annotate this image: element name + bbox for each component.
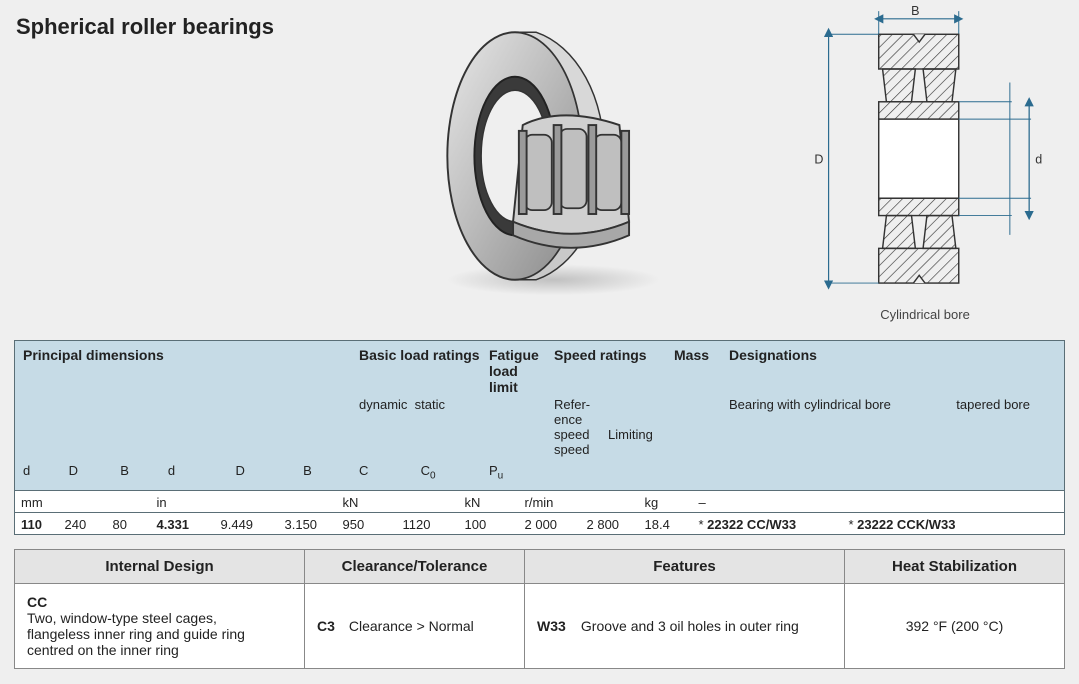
val-B-mm: 80 [107, 512, 151, 534]
col-d-mm: d [23, 463, 65, 478]
val-d-mm: 110 [15, 512, 59, 534]
val-mass: 18.4 [639, 512, 693, 534]
info-header-internal: Internal Design [15, 549, 305, 583]
col-D-in: D [236, 463, 300, 478]
unit-kN2: kN [459, 490, 519, 512]
schematic-dim-B: B [911, 4, 919, 18]
schematic-dim-d: d [1035, 153, 1042, 167]
val-desig-cyl: * 22322 CC/W33 [693, 512, 843, 534]
col-Pu: Pu [489, 463, 503, 478]
bearing-illustration [399, 6, 689, 306]
unit-dash: – [693, 490, 843, 512]
unit-rmin: r/min [519, 490, 581, 512]
info-cell-features: W33 Groove and 3 oil holes in outer ring [525, 583, 845, 668]
unit-in: in [151, 490, 215, 512]
info-cell-clearance: C3 Clearance > Normal [305, 583, 525, 668]
col-group-designations: Designations [729, 347, 817, 363]
val-D-in: 9.449 [215, 512, 279, 534]
schematic-caption: Cylindrical bore [785, 307, 1065, 322]
page: Spherical roller bearings [0, 0, 1079, 684]
unit-mm: mm [15, 490, 59, 512]
info-cell-heat: 392 °F (200 °C) [845, 583, 1065, 668]
col-d-in: d [168, 463, 232, 478]
dimensions-table: Principal dimensions Basic load ratings … [14, 340, 1065, 535]
val-Pu: 100 [459, 512, 519, 534]
val-ref-speed: 2 000 [519, 512, 581, 534]
col-group-basic-load: Basic load ratings [359, 347, 480, 363]
col-group-mass: Mass [674, 347, 709, 363]
info-table: Internal Design Clearance/Tolerance Feat… [14, 549, 1065, 669]
info-header-clearance: Clearance/Tolerance [305, 549, 525, 583]
col-C: C [359, 463, 417, 478]
val-C0: 1120 [397, 512, 459, 534]
col-group-fatigue: Fatigue load limit [489, 347, 539, 395]
info-cell-internal: CC Two, window-type steel cages, flangel… [15, 583, 305, 668]
val-D-mm: 240 [59, 512, 107, 534]
col-B-mm: B [120, 463, 164, 478]
val-B-in: 3.150 [279, 512, 337, 534]
unit-kN1: kN [337, 490, 397, 512]
val-lim-speed: 2 800 [581, 512, 639, 534]
unit-kg: kg [639, 490, 693, 512]
bearing-schematic: B D d [785, 0, 1065, 330]
col-group-speed: Speed ratings [554, 347, 647, 363]
schematic-dim-D: D [814, 153, 823, 167]
col-C0: C0 [421, 463, 436, 478]
val-d-in: 4.331 [151, 512, 215, 534]
col-group-principal: Principal dimensions [23, 347, 164, 363]
col-D-mm: D [69, 463, 117, 478]
col-B-in: B [303, 463, 343, 478]
info-header-heat: Heat Stabilization [845, 549, 1065, 583]
top-area: Spherical roller bearings [14, 14, 1065, 334]
val-desig-tap: * 23222 CCK/W33 [843, 512, 1065, 534]
val-C: 950 [337, 512, 397, 534]
info-header-features: Features [525, 549, 845, 583]
